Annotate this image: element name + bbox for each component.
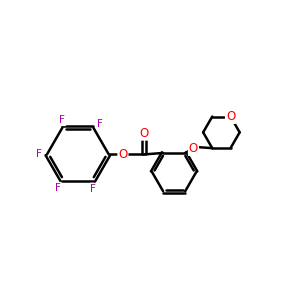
Text: O: O xyxy=(226,110,235,123)
Text: O: O xyxy=(118,148,128,161)
Text: O: O xyxy=(140,127,149,140)
Text: F: F xyxy=(90,184,96,194)
Text: F: F xyxy=(97,119,103,129)
Text: F: F xyxy=(59,115,65,125)
Text: F: F xyxy=(36,149,42,159)
Text: F: F xyxy=(55,183,61,193)
Text: O: O xyxy=(189,142,198,155)
